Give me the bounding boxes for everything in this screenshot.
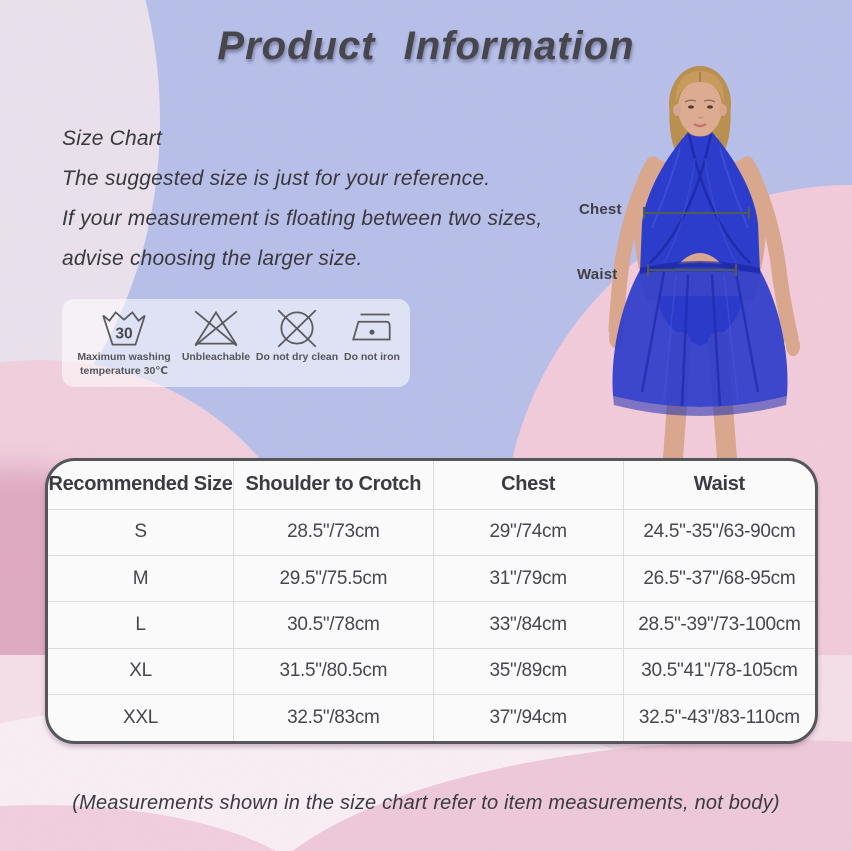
cell-shoulder: 29.5"/75.5cm [233, 554, 434, 603]
cell-size: XXL [48, 694, 235, 741]
col-header-recommended-size: Recommended Size [48, 461, 235, 510]
table-row-s: S 28.5"/73cm 29"/74cm 24.5"-35"/63-90cm [48, 508, 815, 556]
cell-chest: 35"/89cm [432, 647, 624, 696]
chest-measure-line [643, 207, 750, 219]
care-item-wash: 30 Maximum washing temperature 30℃ [72, 307, 176, 378]
cell-waist: 30.5"41"/78-105cm [622, 647, 815, 696]
cell-size: M [48, 554, 235, 603]
model-brow-right [703, 99, 716, 103]
col-header-waist: Waist [622, 461, 815, 510]
table-header-row: Recommended Size Shoulder to Crotch Ches… [48, 461, 815, 510]
dress-cross-seam-left [649, 133, 713, 264]
dress-fold-4 [704, 157, 737, 264]
skirt-highlight-1 [663, 273, 677, 401]
cell-waist: 32.5"-43"/83-110cm [622, 694, 815, 741]
dress-cross-seam-right [687, 133, 751, 264]
cell-size: L [48, 601, 235, 649]
cell-shoulder: 30.5"/78cm [233, 601, 434, 649]
care-label-iron: Do not iron [343, 351, 400, 363]
waist-line-cap-left [647, 264, 649, 276]
cell-shoulder: 28.5"/73cm [233, 508, 434, 556]
table-row-xxl: XXL 32.5"/83cm 37"/94cm 32.5"-43"/83-110… [48, 694, 815, 741]
skirt-fold-1 [640, 271, 666, 393]
intro-line-2: If your measurement is floating between … [62, 207, 543, 230]
skirt-fold-4 [734, 271, 760, 393]
model-face [678, 80, 722, 136]
skirt-highlight-2 [723, 273, 739, 401]
cell-chest: 37"/94cm [432, 694, 624, 741]
model-brow-left [684, 99, 697, 103]
dress-bodice [640, 132, 760, 272]
model-ear-left [673, 104, 681, 116]
cell-chest: 33"/84cm [432, 601, 624, 649]
cell-waist: 28.5"-39"/73-100cm [622, 601, 815, 649]
chest-measure-label: Chest [579, 201, 622, 218]
cell-chest: 29"/74cm [432, 508, 624, 556]
chest-line-cap-left [643, 207, 645, 219]
intro-line-1: The suggested size is just for your refe… [62, 167, 491, 190]
dress-fold-2 [719, 147, 749, 229]
care-item-iron: Do not iron [344, 307, 400, 365]
skirt-fold-2 [680, 274, 690, 407]
model-photo [608, 66, 800, 458]
model-hand-right [786, 336, 800, 356]
cell-size: S [48, 508, 235, 556]
size-chart-table: Recommended Size Shoulder to Crotch Ches… [45, 458, 818, 744]
cell-shoulder: 31.5"/80.5cm [233, 647, 434, 696]
table-row-xl: XL 31.5"/80.5cm 35"/89cm 30.5"41"/78-105… [48, 647, 815, 696]
cell-size: XL [48, 647, 235, 696]
model-nose [697, 116, 704, 119]
intro-text-block: Size Chart The suggested size is just fo… [62, 127, 542, 287]
col-header-shoulder-to-crotch: Shoulder to Crotch [233, 461, 434, 510]
care-label-bleach: Unbleachable [181, 351, 251, 363]
cell-waist: 24.5"-35"/63-90cm [622, 508, 815, 556]
wash-temperature-value: 30 [115, 325, 133, 342]
dress-fold-3 [663, 157, 696, 264]
measurement-note: (Measurements shown in the size chart re… [72, 792, 780, 814]
dress-waist-seam [640, 261, 760, 274]
care-label-wash: Maximum washing temperature 30℃ [77, 351, 171, 377]
waist-measure-label: Waist [577, 266, 618, 283]
model-hair-front [675, 71, 725, 104]
chest-line-cap-right [748, 207, 750, 219]
waist-measure-line [647, 264, 737, 276]
no-iron-icon [352, 313, 391, 341]
cell-shoulder: 32.5"/83cm [233, 694, 434, 741]
model-lips [693, 122, 707, 128]
skirt-fold-3 [710, 274, 722, 407]
no-dry-clean-icon [277, 309, 317, 348]
wash-30-icon: 30 [102, 311, 146, 346]
dress-skirt [612, 263, 788, 407]
size-chart-heading: Size Chart [62, 127, 163, 150]
col-header-chest: Chest [432, 461, 624, 510]
table-row-l: L 30.5"/78cm 33"/84cm 28.5"-39"/73-100cm [48, 601, 815, 649]
cell-waist: 26.5"-37"/68-95cm [622, 554, 815, 603]
table-row-m: M 29.5"/75.5cm 31"/79cm 26.5"-37"/68-95c… [48, 554, 815, 603]
cell-chest: 31"/79cm [432, 554, 624, 603]
waist-line-cap-right [735, 264, 737, 276]
skirt-hem [613, 396, 787, 416]
no-bleach-icon [194, 310, 238, 347]
care-item-bleach: Unbleachable [182, 307, 250, 365]
model-eye-left [688, 105, 694, 109]
care-item-dryclean: Do not dry clean [256, 307, 338, 365]
care-instructions-box: 30 Maximum washing temperature 30℃ Unble… [62, 299, 410, 387]
intro-line-3: advise choosing the larger size. [62, 247, 363, 270]
dress-fold-1 [651, 147, 681, 229]
page-title: Product Information [217, 24, 635, 68]
model-eye-right [707, 105, 713, 109]
model-ear-right [719, 104, 727, 116]
care-label-dryclean: Do not dry clean [255, 351, 339, 363]
